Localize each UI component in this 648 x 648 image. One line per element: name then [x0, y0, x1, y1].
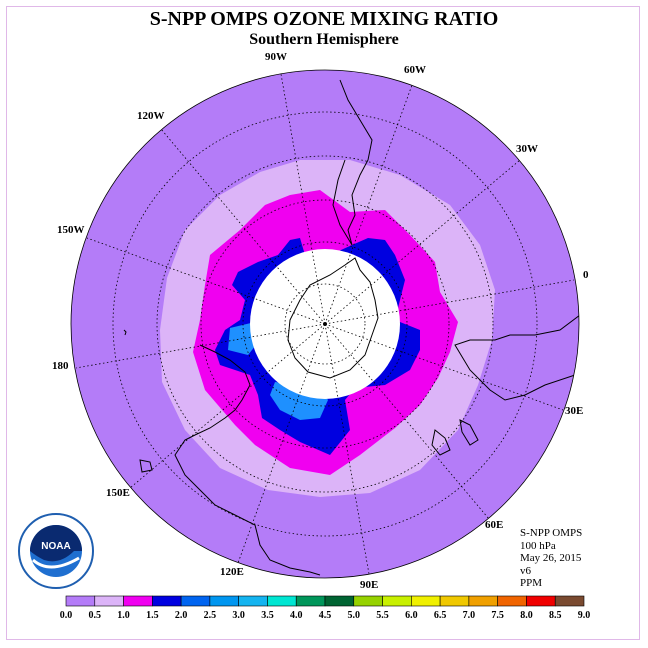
south-pole-marker [323, 322, 327, 326]
colorbar-tick-label: 7.5 [491, 610, 504, 621]
colorbar-tick-label: 8.5 [549, 610, 562, 621]
info-instrument: S-NPP OMPS [520, 527, 583, 539]
colorbar-tick-label: 9.0 [578, 610, 591, 621]
label-180: 180 [52, 360, 69, 372]
info-block: S-NPP OMPS 100 hPa May 26, 2015 v6 PPM [520, 527, 582, 590]
colorbar-swatch [152, 595, 182, 607]
info-date: May 26, 2015 [520, 552, 582, 564]
colorbar-tick-label: 1.5 [146, 610, 159, 621]
label-90e: 90E [360, 579, 378, 591]
colorbar-swatch [468, 595, 498, 607]
colorbar-swatch [324, 595, 355, 607]
colorbar-swatch [439, 595, 470, 607]
label-30w: 30W [516, 143, 538, 155]
colorbar-tick-label: 2.5 [204, 610, 217, 621]
info-level: 100 hPa [520, 539, 556, 552]
colorbar-swatch [497, 595, 527, 607]
colorbar-swatch [267, 595, 297, 607]
colorbar-tick-label: 0.5 [89, 610, 102, 621]
info-version: v6 [520, 564, 531, 577]
colorbar-tick-label: 4.5 [319, 610, 332, 621]
colorbar-swatch [554, 595, 585, 607]
label-90w: 90W [265, 51, 287, 63]
label-60w: 60W [404, 64, 426, 76]
info-units: PPM [520, 577, 543, 589]
label-150w: 150W [57, 224, 85, 236]
colorbar-swatch [209, 595, 239, 607]
colorbar-tick-label: 3.5 [261, 610, 274, 621]
colorbar-swatch [411, 595, 441, 607]
colorbar-swatch [123, 595, 153, 607]
noaa-logo-text: NOAA [41, 541, 70, 552]
label-150e: 150E [106, 487, 130, 499]
meridian-labels: 90W 60W 30W 0 30E 60E 90E 120E 150E 180 … [52, 51, 589, 591]
colorbar-tick-label: 5.0 [348, 610, 361, 621]
colorbar-swatch [238, 595, 268, 607]
colorbar-tick-label: 5.5 [376, 610, 389, 621]
colorbar-swatch [295, 595, 326, 607]
graticule [75, 73, 575, 575]
label-120e: 120E [220, 566, 244, 578]
colorbar-tick-label: 4.0 [290, 610, 303, 621]
colorbar-tick-label: 7.0 [463, 610, 476, 621]
colorbar-tick-label: 3.0 [232, 610, 245, 621]
colorbar-swatch [94, 595, 124, 607]
colorbar-tick-label: 2.0 [175, 610, 188, 621]
colorbar-tick-label: 6.5 [434, 610, 447, 621]
map-subtitle: Southern Hemisphere [249, 31, 399, 48]
label-120w: 120W [137, 110, 165, 122]
map-title: S-NPP OMPS OZONE MIXING RATIO [149, 8, 499, 30]
map-border [70, 69, 580, 579]
colorbar-tick-label: 0.0 [60, 610, 73, 621]
figure-frame [6, 6, 640, 640]
label-0: 0 [583, 269, 589, 281]
colorbar-swatch [526, 595, 556, 607]
colorbar-swatch [382, 595, 412, 607]
colorbar-tick-label: 8.0 [520, 610, 533, 621]
colorbar-tick-label: 6.0 [405, 610, 418, 621]
label-30e: 30E [565, 405, 583, 417]
colorbar: 0.0 0.5 1.0 1.5 2.0 2.5 3.0 3.5 4.0 4.5 5.0 5.5 6.0 6… [60, 595, 591, 621]
colorbar-tick-label: 1.0 [117, 610, 130, 621]
colorbar-swatch [65, 595, 96, 607]
colorbar-swatch [180, 595, 211, 607]
noaa-logo: NOAA [18, 513, 94, 589]
colorbar-swatch [353, 595, 383, 607]
label-60e: 60E [485, 519, 503, 531]
